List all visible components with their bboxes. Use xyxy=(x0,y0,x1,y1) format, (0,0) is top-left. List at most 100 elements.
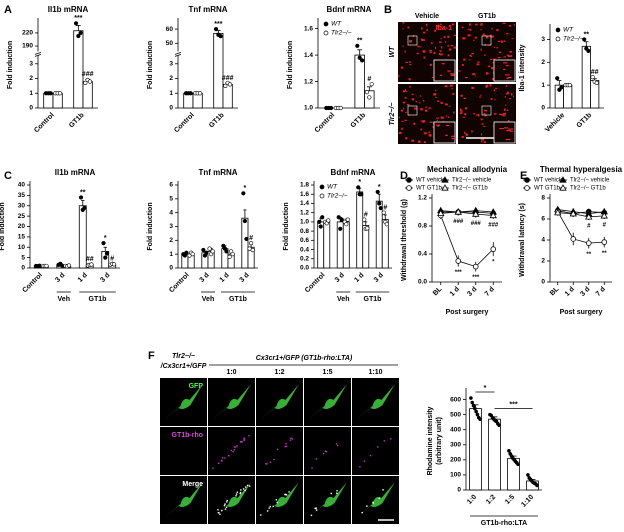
speckle xyxy=(440,23,442,26)
significance: ### xyxy=(471,221,482,227)
data-point xyxy=(600,212,608,219)
data-point xyxy=(89,262,94,267)
data-point xyxy=(585,213,593,220)
speckle xyxy=(489,34,493,37)
puncta xyxy=(235,446,237,448)
speckle xyxy=(506,77,510,79)
bar xyxy=(581,45,591,109)
legend-marker xyxy=(524,185,530,191)
speckle xyxy=(499,128,504,130)
data-point xyxy=(555,76,560,81)
data-point xyxy=(345,217,350,222)
speckle xyxy=(453,46,457,49)
speckle xyxy=(505,74,510,76)
significance: ### xyxy=(453,219,464,225)
data-point xyxy=(473,406,477,411)
data-point xyxy=(318,224,323,229)
legend-marker xyxy=(555,36,561,42)
bar xyxy=(73,30,84,109)
significance: * xyxy=(104,235,107,242)
puncta xyxy=(265,462,267,465)
data-point xyxy=(567,83,572,88)
series-line xyxy=(557,212,605,218)
legend-label: Tlr2−/− vehicle xyxy=(452,178,492,184)
speckle xyxy=(433,51,436,54)
speckle xyxy=(430,42,433,44)
data-point xyxy=(357,55,362,60)
speckle xyxy=(429,63,433,66)
speckle xyxy=(497,56,501,59)
speckle xyxy=(493,89,496,92)
speckle xyxy=(440,37,442,40)
y-tick-label: 200 xyxy=(450,457,461,464)
y-tick-label: 1.2 xyxy=(300,209,309,216)
x-tick-label: BL xyxy=(549,285,561,297)
data-point xyxy=(359,58,365,63)
y-tick-label: 3 xyxy=(541,36,545,43)
legend-label: WT xyxy=(331,21,342,28)
y-axis-label: Fold induction xyxy=(147,41,154,89)
x-tick-label: 7 d xyxy=(484,286,496,298)
y-tick-label: 0.8 xyxy=(300,228,309,235)
data-point xyxy=(59,263,65,268)
bar xyxy=(362,225,370,269)
data-point xyxy=(83,80,88,86)
speckle xyxy=(398,131,402,135)
speckle xyxy=(405,61,409,63)
speckle xyxy=(437,125,440,127)
x-tick-label: 1 d xyxy=(77,272,89,284)
data-point xyxy=(470,400,475,405)
speckle xyxy=(447,35,450,38)
speckle xyxy=(423,99,425,102)
speckle xyxy=(449,84,453,87)
break-mark xyxy=(174,54,182,57)
image-label: Iba-1 xyxy=(436,25,452,32)
series-line xyxy=(440,210,494,213)
y-tick-label: 3 xyxy=(29,60,33,67)
puncta xyxy=(242,488,245,490)
data-point xyxy=(73,21,79,26)
data-point xyxy=(507,448,511,453)
speckle xyxy=(484,54,486,56)
bar xyxy=(241,217,249,269)
y-axis-label: Withdrawal threshold (g) xyxy=(401,199,408,281)
legend-label: Tlr2−/− xyxy=(331,30,352,37)
series-line xyxy=(440,211,494,216)
group-label: Veh xyxy=(202,296,214,303)
legend-label: WT xyxy=(327,184,338,191)
data-point xyxy=(320,215,325,220)
speckle xyxy=(503,108,506,111)
data-point xyxy=(201,247,206,253)
speckle xyxy=(422,50,426,53)
legend-label: WT GT1b xyxy=(534,186,561,192)
cell xyxy=(212,482,251,518)
y-tick-label: 2 xyxy=(541,258,545,265)
significance: *** xyxy=(455,270,463,276)
speckle xyxy=(506,109,509,111)
puncta xyxy=(269,505,272,508)
speckle xyxy=(484,114,487,117)
bar xyxy=(183,92,194,109)
y-tick-label: 0.4 xyxy=(418,251,427,258)
data-point xyxy=(490,246,497,252)
legend-marker xyxy=(441,184,449,191)
significance: # xyxy=(110,256,114,263)
cell xyxy=(356,482,395,518)
y-tick-label: 4 xyxy=(169,209,173,216)
y-tick-label: 100 xyxy=(450,472,461,479)
row-label: WT xyxy=(389,46,396,58)
y-tick-label: 190 xyxy=(22,43,33,50)
speckle xyxy=(465,133,468,135)
y-tick-label: 1.0 xyxy=(304,105,313,112)
y-tick-label: 15 xyxy=(18,234,26,241)
inset-box xyxy=(493,121,516,144)
data-point xyxy=(362,217,367,222)
speckle xyxy=(510,54,513,57)
significance: ## xyxy=(86,256,94,263)
chart-title: Tnf mRNA xyxy=(188,5,227,14)
speckle xyxy=(436,117,439,119)
speckle xyxy=(503,40,506,42)
data-point xyxy=(478,417,482,421)
speckle xyxy=(498,51,502,54)
